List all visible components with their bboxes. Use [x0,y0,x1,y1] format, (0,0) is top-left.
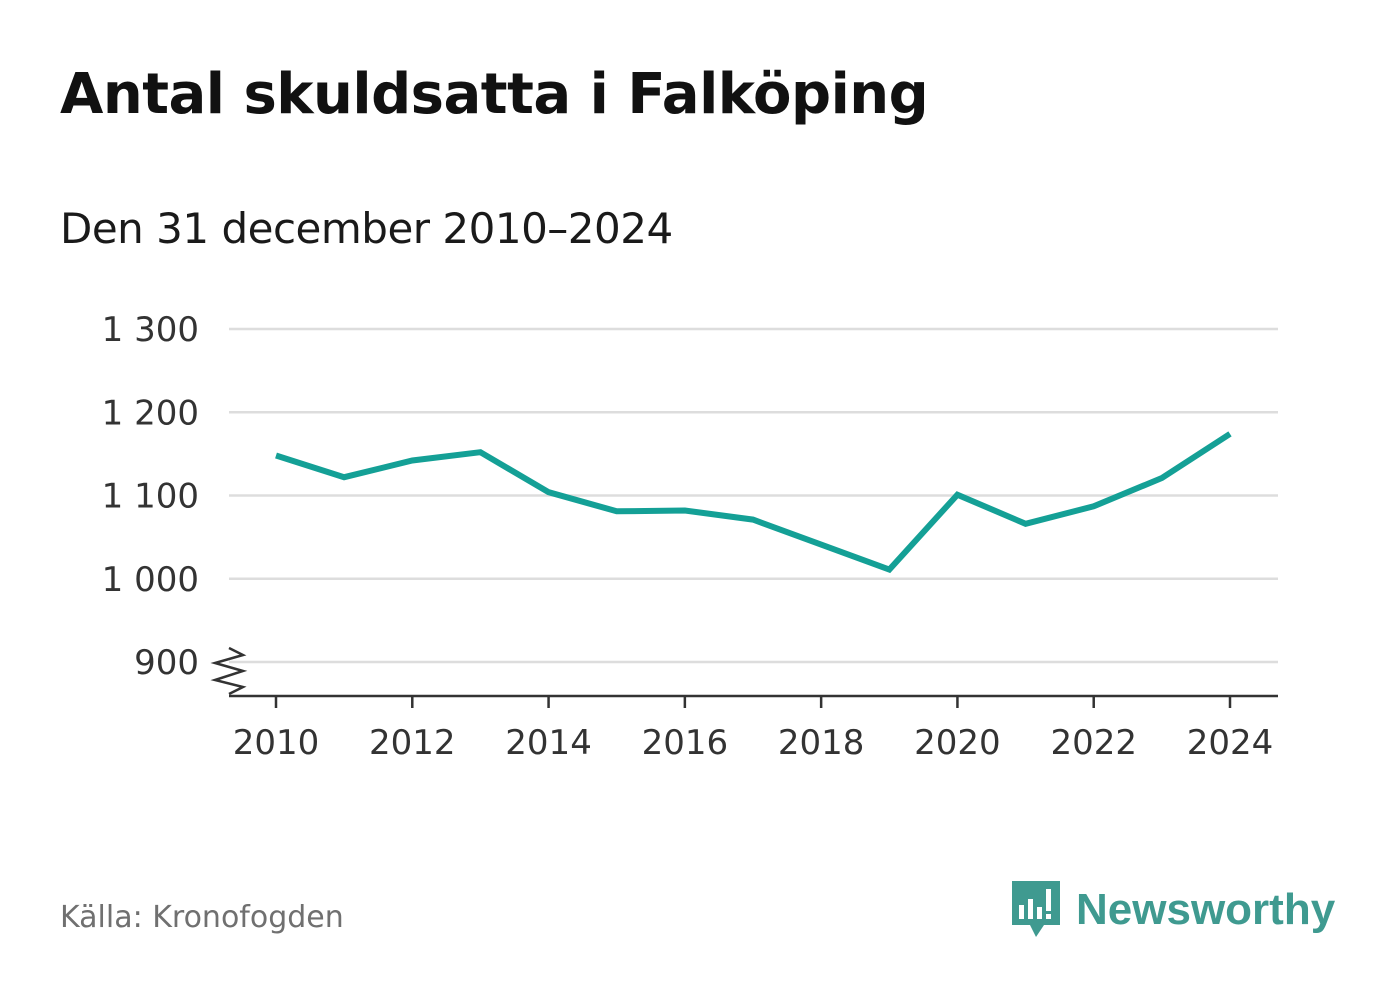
y-tick-label: 1 000 [102,560,199,600]
chart-title: Antal skuldsatta i Falköping [60,62,929,127]
chart-subtitle: Den 31 december 2010–2024 [60,204,673,253]
series-line [275,431,1232,574]
brand-name: Newsworthy [1076,885,1336,934]
y-tick-label: 900 [134,643,199,683]
y-axis-ticks: 900 1 000 1 100 1 200 1 300 [102,310,199,683]
x-tick-label: 2020 [914,723,1001,763]
x-tick-label: 2016 [642,723,729,763]
grid-lines [229,327,1278,664]
x-tick-label: 2018 [778,723,865,763]
x-tick-label: 2022 [1050,723,1137,763]
x-tick-label: 2012 [369,723,456,763]
x-tick-label: 2014 [505,723,592,763]
source-note: Källa: Kronofogden [60,900,344,935]
series-layer [275,431,1232,574]
brand-logo: Newsworthy [1010,878,1335,942]
x-axis-ticks: 2010 2012 2014 2016 2018 2020 2022 2024 [233,696,1274,763]
y-axis-break-icon [210,646,248,696]
y-tick-label: 1 300 [102,310,199,350]
x-tick-label: 2024 [1187,723,1274,763]
y-tick-label: 1 100 [102,477,199,517]
x-tick-label: 2010 [233,723,320,763]
newsworthy-logo-icon [1012,881,1060,937]
y-tick-label: 1 200 [102,393,199,433]
